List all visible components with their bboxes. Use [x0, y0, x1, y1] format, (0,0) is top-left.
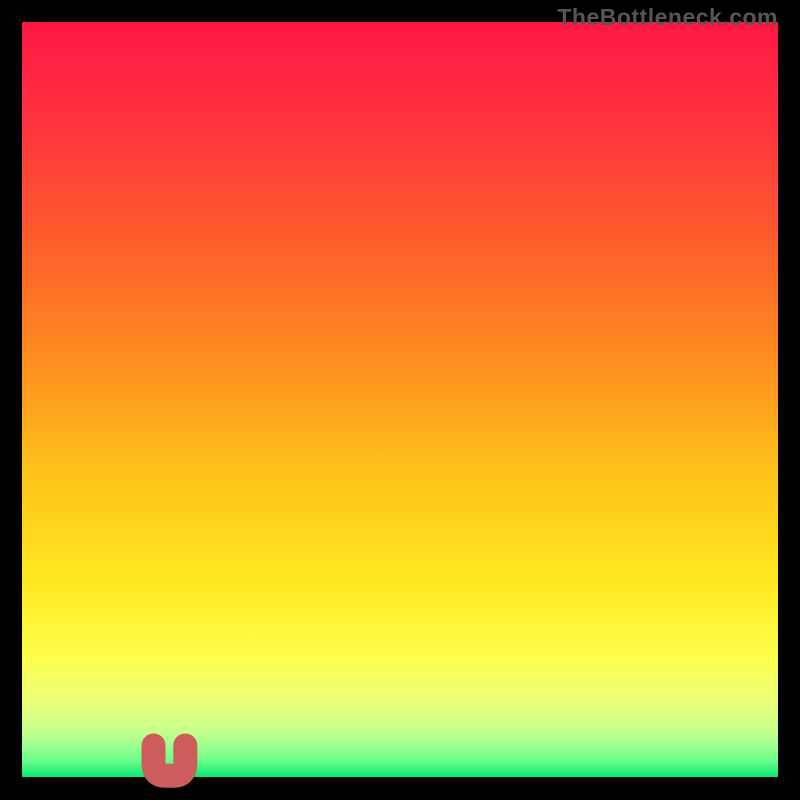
watermark-text: TheBottleneck.com [557, 4, 778, 31]
border-bottom [0, 778, 800, 800]
gradient-background [22, 22, 778, 778]
border-left [0, 0, 22, 800]
chart-svg [0, 0, 800, 800]
chart-stage: TheBottleneck.com [0, 0, 800, 800]
border-right [778, 0, 800, 800]
